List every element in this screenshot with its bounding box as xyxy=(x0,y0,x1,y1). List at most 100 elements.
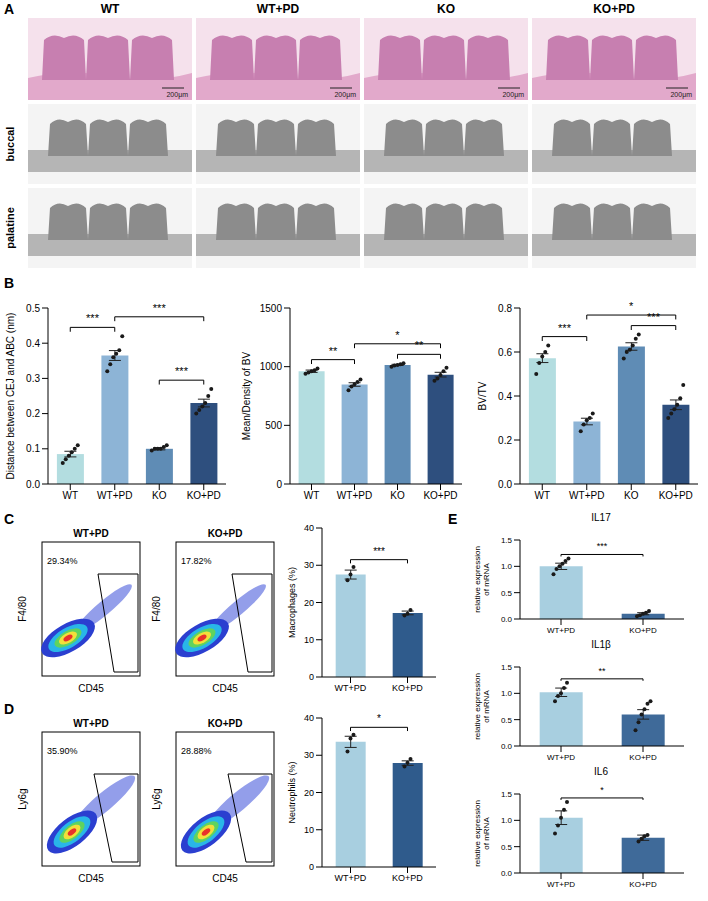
svg-text:WT: WT xyxy=(534,490,550,501)
svg-text:0: 0 xyxy=(309,672,314,682)
svg-text:*: * xyxy=(629,300,634,312)
svg-text:**: ** xyxy=(415,339,424,351)
svg-text:500: 500 xyxy=(265,420,282,431)
svg-text:40: 40 xyxy=(304,713,314,723)
svg-text:***: *** xyxy=(597,541,608,551)
svg-text:WT+PD: WT+PD xyxy=(97,490,132,501)
svg-text:KO+PD: KO+PD xyxy=(392,873,423,883)
svg-text:28.88%: 28.88% xyxy=(181,746,212,756)
svg-text:WT: WT xyxy=(304,490,320,501)
svg-text:KO+PD: KO+PD xyxy=(659,490,693,501)
svg-text:0.2: 0.2 xyxy=(498,435,512,446)
svg-text:Ly6g: Ly6g xyxy=(151,788,162,809)
svg-text:0.5: 0.5 xyxy=(501,589,513,598)
svg-text:***: *** xyxy=(373,546,385,557)
svg-text:CD45: CD45 xyxy=(212,683,238,694)
svg-text:1.0: 1.0 xyxy=(501,689,513,698)
svg-text:WT+PD: WT+PD xyxy=(335,873,367,883)
svg-text:40: 40 xyxy=(304,523,314,533)
svg-text:1000: 1000 xyxy=(260,361,283,372)
svg-text:BV/TV: BV/TV xyxy=(477,381,488,410)
svg-text:1.5: 1.5 xyxy=(501,536,513,545)
svg-text:0.5: 0.5 xyxy=(501,716,513,725)
svg-text:29.34%: 29.34% xyxy=(47,556,78,566)
svg-text:KO+PD: KO+PD xyxy=(423,490,457,501)
svg-text:palatine: palatine xyxy=(4,207,16,249)
svg-text:KO+PD: KO+PD xyxy=(208,718,243,729)
svg-text:WT+PD: WT+PD xyxy=(337,490,372,501)
svg-text:0.5: 0.5 xyxy=(26,303,40,314)
svg-text:***: *** xyxy=(558,322,572,334)
svg-text:KO: KO xyxy=(390,490,405,501)
svg-text:0.0: 0.0 xyxy=(498,479,512,490)
svg-text:***: *** xyxy=(647,311,661,323)
svg-text:KO+PD: KO+PD xyxy=(629,626,657,635)
svg-text:***: *** xyxy=(86,312,100,324)
svg-text:Distance between CEJ and ABC (: Distance between CEJ and ABC (nm) xyxy=(5,313,16,480)
svg-text:0.4: 0.4 xyxy=(26,338,40,349)
svg-text:10: 10 xyxy=(304,825,314,835)
svg-text:relative expressionof mRNA: relative expressionof mRNA xyxy=(473,673,491,740)
svg-text:CD45: CD45 xyxy=(78,873,104,884)
svg-text:buccal: buccal xyxy=(4,127,16,162)
svg-text:WT+PD: WT+PD xyxy=(547,880,575,889)
svg-text:35.90%: 35.90% xyxy=(47,746,78,756)
svg-text:0.0: 0.0 xyxy=(26,479,40,490)
svg-text:WT+PD: WT+PD xyxy=(569,490,604,501)
svg-text:F4/80: F4/80 xyxy=(151,596,162,622)
svg-text:1.5: 1.5 xyxy=(501,790,513,799)
svg-text:**: ** xyxy=(329,345,338,357)
svg-text:Mean/Density of BV: Mean/Density of BV xyxy=(241,351,252,440)
svg-text:KO+PD: KO+PD xyxy=(208,528,243,539)
svg-text:200μm: 200μm xyxy=(670,91,692,99)
svg-text:WT: WT xyxy=(62,490,78,501)
svg-text:30: 30 xyxy=(304,750,314,760)
svg-text:*: * xyxy=(377,713,381,724)
svg-text:relative expressionof mRNA: relative expressionof mRNA xyxy=(473,546,491,613)
svg-text:0: 0 xyxy=(309,862,314,872)
svg-text:0.0: 0.0 xyxy=(501,615,513,624)
svg-text:1.0: 1.0 xyxy=(501,816,513,825)
svg-text:WT+PD: WT+PD xyxy=(73,528,108,539)
svg-text:0.0: 0.0 xyxy=(501,869,513,878)
svg-text:KO+PD: KO+PD xyxy=(392,683,423,693)
svg-text:200μm: 200μm xyxy=(166,91,188,99)
svg-text:30: 30 xyxy=(304,560,314,570)
svg-text:0.4: 0.4 xyxy=(498,391,512,402)
svg-text:KO+PD: KO+PD xyxy=(187,490,221,501)
svg-text:1.0: 1.0 xyxy=(501,562,513,571)
svg-text:17.82%: 17.82% xyxy=(181,556,212,566)
svg-text:10: 10 xyxy=(304,635,314,645)
svg-text:0.0: 0.0 xyxy=(501,742,513,751)
svg-text:0.8: 0.8 xyxy=(498,303,512,314)
svg-text:WT+PD: WT+PD xyxy=(547,753,575,762)
svg-text:KO: KO xyxy=(624,490,639,501)
svg-text:0: 0 xyxy=(276,479,282,490)
svg-text:200μm: 200μm xyxy=(502,91,524,99)
svg-text:**: ** xyxy=(598,666,606,676)
svg-text:Macrophages (%): Macrophages (%) xyxy=(287,567,297,638)
svg-text:CD45: CD45 xyxy=(78,683,104,694)
svg-text:F4/80: F4/80 xyxy=(17,596,28,622)
svg-text:0.6: 0.6 xyxy=(498,347,512,358)
svg-text:Neutrophils (%): Neutrophils (%) xyxy=(287,761,297,823)
svg-text:*: * xyxy=(600,785,604,795)
svg-text:0.5: 0.5 xyxy=(501,843,513,852)
svg-text:1.5: 1.5 xyxy=(501,663,513,672)
svg-text:KO+PD: KO+PD xyxy=(629,880,657,889)
svg-text:relative expressionof mRNA: relative expressionof mRNA xyxy=(473,800,491,867)
svg-text:1500: 1500 xyxy=(260,303,283,314)
svg-text:20: 20 xyxy=(304,788,314,798)
svg-text:***: *** xyxy=(175,365,189,377)
svg-text:0.3: 0.3 xyxy=(26,373,40,384)
svg-text:200μm: 200μm xyxy=(334,91,356,99)
svg-text:WT+PD: WT+PD xyxy=(335,683,367,693)
svg-text:KO+PD: KO+PD xyxy=(629,753,657,762)
svg-text:*: * xyxy=(395,329,400,341)
svg-text:KO: KO xyxy=(152,490,167,501)
svg-text:0.1: 0.1 xyxy=(26,443,40,454)
svg-text:WT+PD: WT+PD xyxy=(73,718,108,729)
svg-text:***: *** xyxy=(153,302,167,314)
svg-text:0.2: 0.2 xyxy=(26,408,40,419)
svg-text:20: 20 xyxy=(304,598,314,608)
